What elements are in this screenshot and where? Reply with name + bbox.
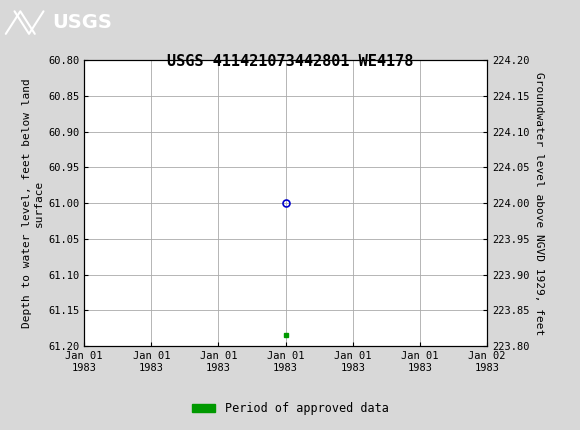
Text: USGS: USGS — [52, 13, 112, 32]
Y-axis label: Depth to water level, feet below land
surface: Depth to water level, feet below land su… — [22, 78, 44, 328]
Text: USGS 411421073442801 WE4178: USGS 411421073442801 WE4178 — [167, 54, 413, 69]
Legend: Period of approved data: Period of approved data — [187, 397, 393, 420]
Y-axis label: Groundwater level above NGVD 1929, feet: Groundwater level above NGVD 1929, feet — [534, 71, 543, 335]
